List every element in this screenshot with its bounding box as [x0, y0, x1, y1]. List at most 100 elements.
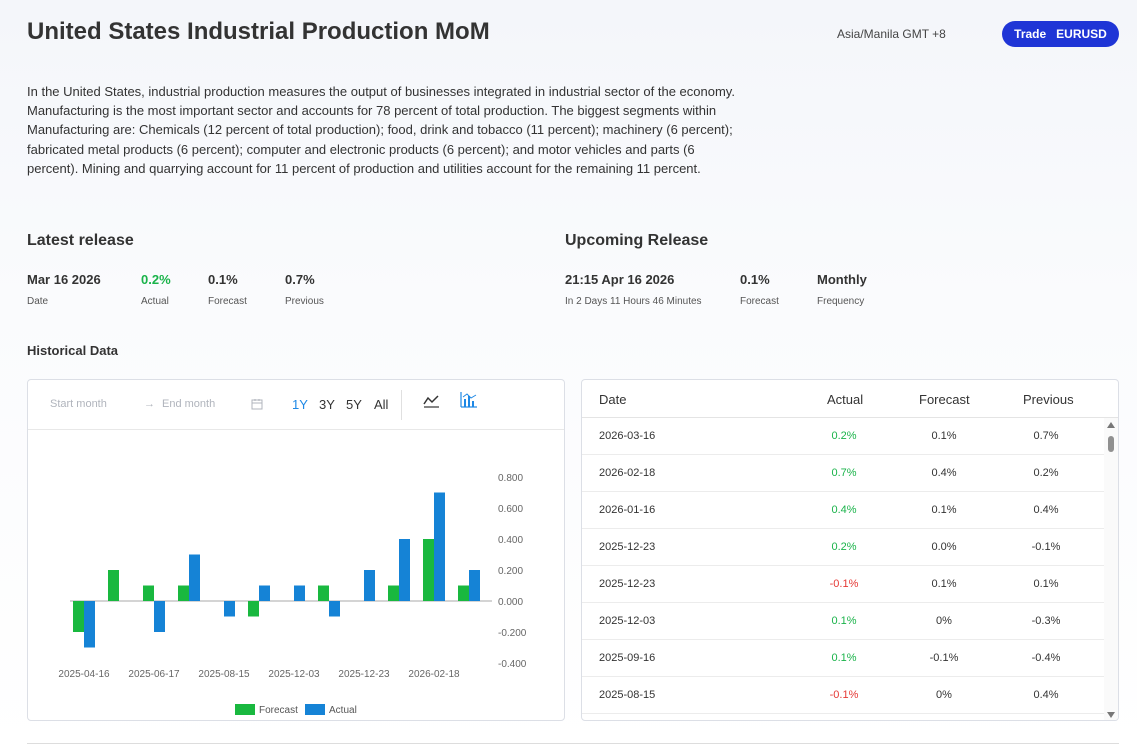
row-date: 2025-12-03 [599, 615, 656, 627]
row-actual: 0.7% [831, 467, 857, 479]
y-tick-label: 0.200 [498, 566, 523, 577]
y-tick-label: 0.400 [498, 535, 523, 546]
header-date: Date [599, 392, 627, 407]
row-forecast: 0.0% [931, 541, 957, 553]
y-tick-label: 0.600 [498, 504, 523, 515]
row-forecast: 0.1% [931, 430, 957, 442]
range-arrow-icon: → [144, 398, 155, 410]
row-date: 2025-12-23 [599, 578, 656, 590]
forecast-bar [73, 601, 84, 632]
timezone-label[interactable]: Asia/Manila GMT +8 [837, 27, 946, 41]
line-chart-icon[interactable] [423, 393, 440, 409]
latest-release-heading: Latest release [27, 232, 134, 249]
forecast-bar [423, 539, 434, 601]
y-tick-label: -0.400 [498, 659, 527, 670]
bar-chart-icon[interactable] [460, 391, 478, 409]
range-1y-button[interactable]: 1Y [292, 397, 308, 412]
row-date: 2025-12-23 [599, 541, 656, 553]
row-previous: 0.1% [1033, 578, 1059, 590]
row-previous: 0.7% [1033, 430, 1059, 442]
actual-bar [84, 601, 95, 648]
actual-bar [399, 539, 410, 601]
actual-bar [189, 554, 200, 601]
upcoming-frequency-label: Frequency [817, 296, 865, 307]
forecast-bar [248, 601, 259, 617]
header-forecast: Forecast [919, 392, 970, 407]
table-row: 2025-08-15 -0.1% 0% 0.4% [582, 677, 1104, 714]
row-previous: -0.3% [1031, 615, 1061, 627]
legend-actual-label: Actual [329, 705, 357, 716]
forecast-bar [178, 585, 189, 601]
page-title: United States Industrial Production MoM [27, 18, 490, 45]
actual-bar [294, 585, 305, 601]
table-scrollbar[interactable] [1104, 418, 1118, 720]
x-tick-label: 2026-02-18 [408, 669, 460, 680]
row-date: 2026-03-16 [599, 430, 656, 442]
scroll-down-icon[interactable] [1107, 712, 1115, 718]
row-previous: 0.2% [1033, 467, 1059, 479]
upcoming-frequency-value: Monthly [817, 272, 867, 287]
row-forecast: 0% [936, 689, 952, 701]
actual-bar [329, 601, 340, 617]
chart-toolbar: Start month → End month 1Y 3Y 5Y All [28, 380, 564, 430]
row-forecast: 0% [936, 615, 952, 627]
trade-label: Trade [1014, 27, 1047, 41]
header-actual: Actual [827, 392, 864, 407]
header-previous: Previous [1023, 392, 1074, 407]
upcoming-datetime-value: 21:15 Apr 16 2026 [565, 272, 675, 287]
x-tick-label: 2025-12-03 [268, 669, 320, 680]
table-row: 2026-01-16 0.4% 0.1% 0.4% [582, 492, 1104, 529]
historical-data-heading: Historical Data [27, 343, 119, 358]
table-row: 2026-02-18 0.7% 0.4% 0.2% [582, 455, 1104, 492]
forecast-bar [108, 570, 119, 601]
row-date: 2026-02-18 [599, 467, 656, 479]
actual-bar [469, 570, 480, 601]
latest-date-value: Mar 16 2026 [27, 272, 101, 287]
y-tick-label: 0.800 [498, 473, 523, 484]
scroll-up-icon[interactable] [1107, 422, 1115, 428]
legend-actual-swatch [305, 704, 325, 715]
table-row: 2025-12-23 0.2% 0.0% -0.1% [582, 529, 1104, 566]
row-forecast: -0.1% [929, 652, 959, 664]
row-forecast: 0.1% [931, 504, 957, 516]
upcoming-forecast-label: Forecast [740, 296, 779, 307]
latest-forecast-label: Forecast [208, 296, 247, 307]
forecast-bar [388, 585, 399, 601]
y-tick-label: 0.000 [498, 597, 523, 608]
upcoming-countdown: In 2 Days 11 Hours 46 Minutes [565, 296, 702, 307]
row-actual: 0.2% [831, 541, 857, 553]
row-previous: 0.4% [1033, 689, 1059, 701]
forecast-bar [318, 585, 329, 601]
range-all-button[interactable]: All [374, 397, 389, 412]
historical-table: Date Actual Forecast Previous 2026-03-16… [581, 379, 1119, 721]
latest-forecast-value: 0.1% [208, 272, 238, 287]
actual-bar [259, 585, 270, 601]
legend-forecast-label: Forecast [259, 705, 298, 716]
x-tick-label: 2025-06-17 [128, 669, 180, 680]
trade-symbol: EURUSD [1056, 27, 1107, 41]
actual-bar [224, 601, 235, 617]
end-month-input[interactable]: End month [162, 398, 216, 410]
actual-bar [434, 492, 445, 601]
x-tick-label: 2025-04-16 [58, 669, 110, 680]
table-row: 2025-12-03 0.1% 0% -0.3% [582, 603, 1104, 640]
upcoming-forecast-value: 0.1% [740, 272, 770, 287]
calendar-icon[interactable] [251, 398, 263, 410]
start-month-input[interactable]: Start month [50, 398, 107, 410]
range-3y-button[interactable]: 3Y [319, 397, 335, 412]
range-5y-button[interactable]: 5Y [346, 397, 362, 412]
toolbar-divider [401, 390, 402, 420]
y-tick-label: -0.200 [498, 628, 527, 639]
trade-eurusd-button[interactable]: Trade EURUSD [1002, 21, 1119, 47]
row-actual: -0.1% [829, 578, 859, 590]
row-previous: -0.1% [1031, 541, 1061, 553]
latest-previous-label: Previous [285, 296, 324, 307]
row-date: 2025-08-15 [599, 689, 656, 701]
x-tick-label: 2025-12-23 [338, 669, 390, 680]
forecast-bar [458, 585, 469, 601]
scrollbar-thumb[interactable] [1108, 436, 1114, 452]
indicator-description: In the United States, industrial product… [27, 84, 735, 176]
upcoming-release-heading: Upcoming Release [565, 232, 709, 249]
legend-forecast-swatch [235, 704, 255, 715]
chart-panel: Start month → End month 1Y 3Y 5Y All 0.8… [27, 379, 565, 721]
